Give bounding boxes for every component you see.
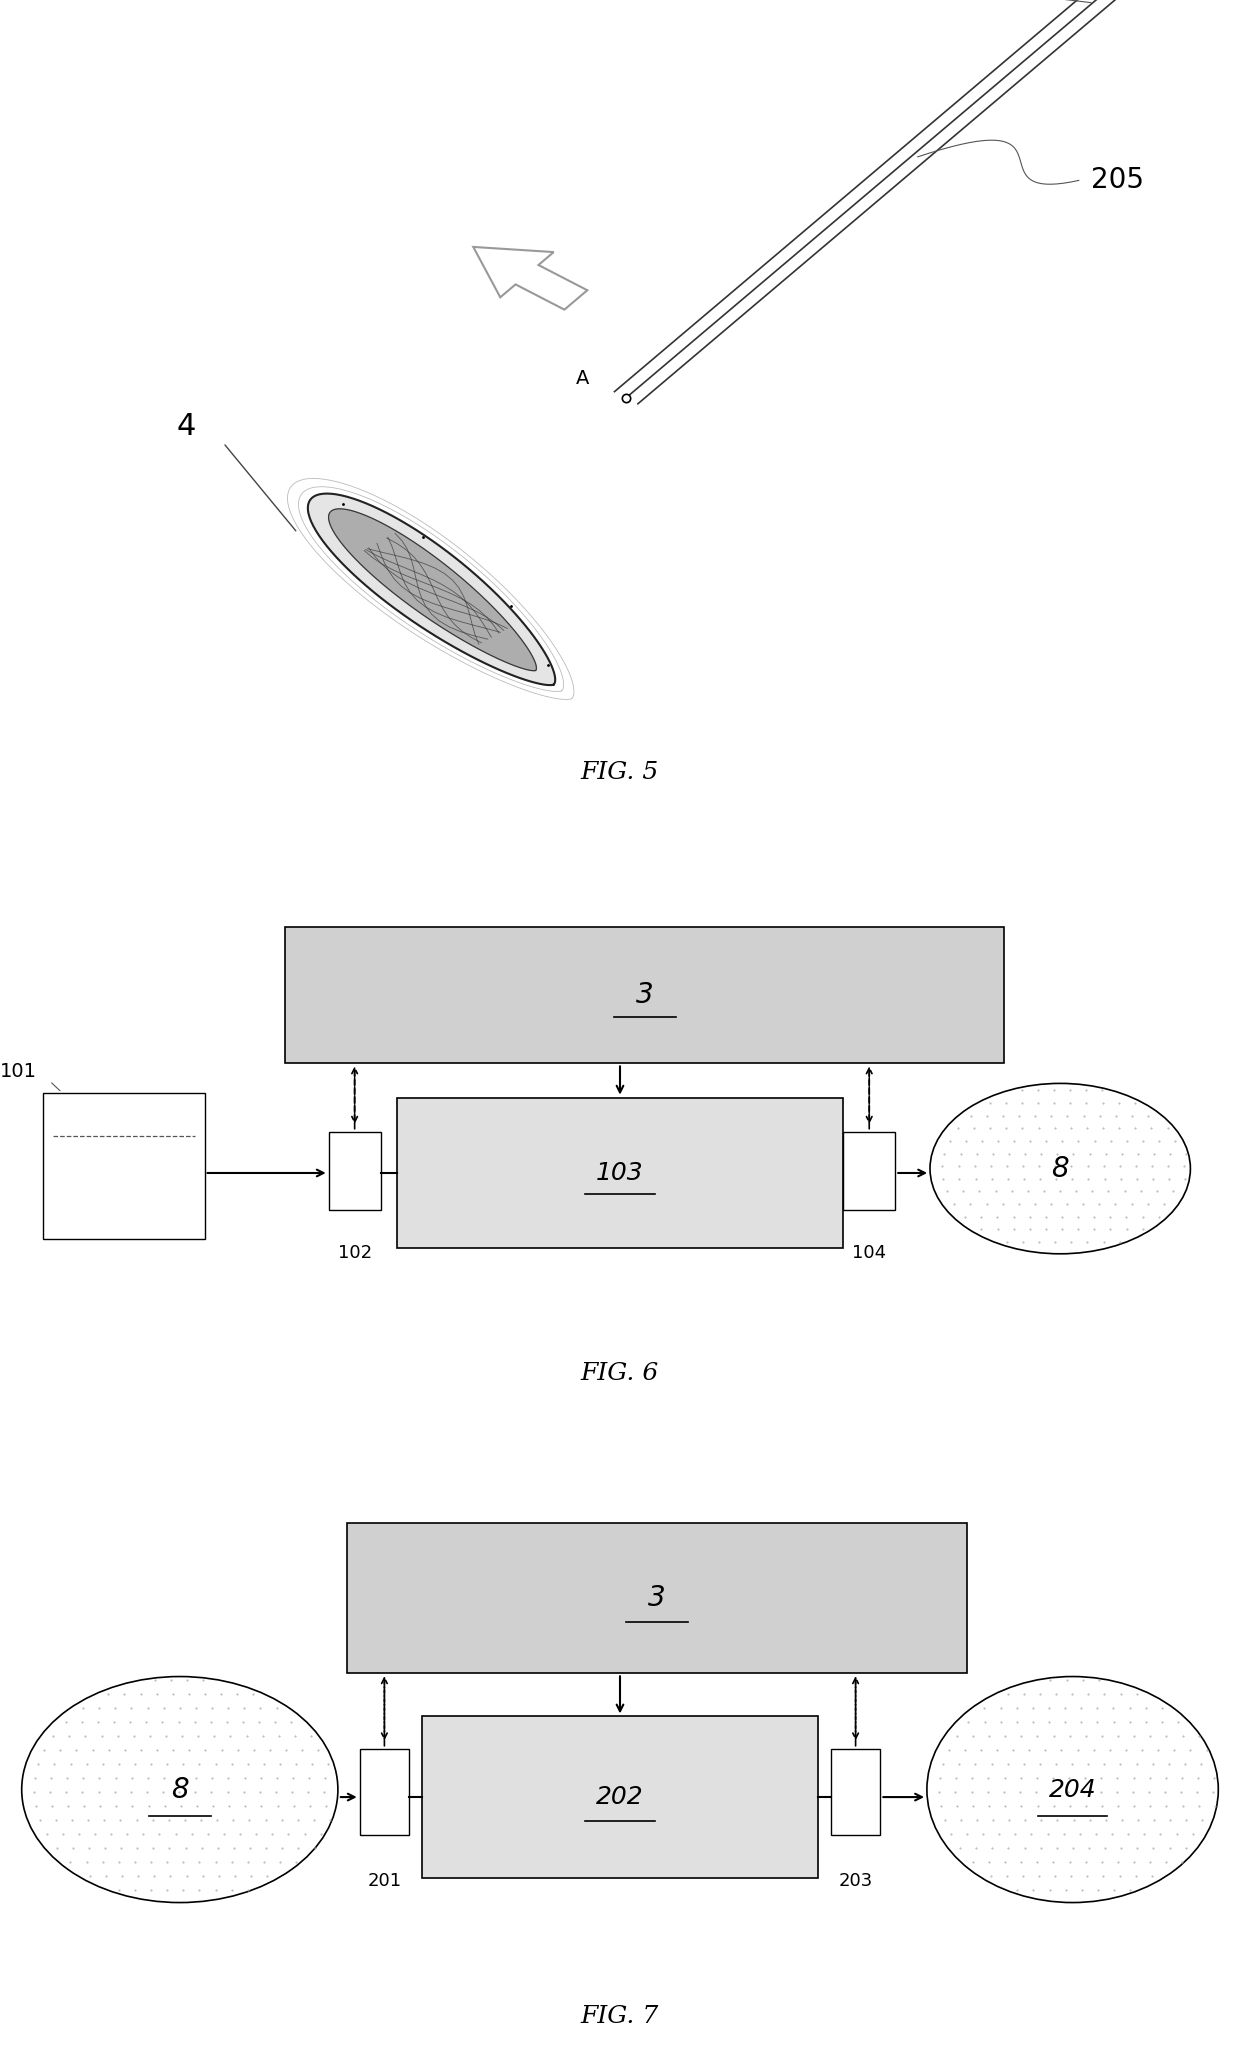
Polygon shape: [308, 494, 556, 685]
Text: 3: 3: [649, 1585, 666, 1611]
FancyBboxPatch shape: [397, 1097, 843, 1248]
Text: 202: 202: [596, 1786, 644, 1808]
FancyBboxPatch shape: [43, 1093, 205, 1238]
FancyBboxPatch shape: [843, 1132, 895, 1210]
Text: FIG. 7: FIG. 7: [580, 2005, 660, 2027]
Text: 201: 201: [367, 1872, 402, 1890]
Text: 8: 8: [171, 1775, 188, 1804]
Text: 3: 3: [636, 982, 653, 1009]
Text: FIG. 5: FIG. 5: [580, 761, 660, 783]
FancyBboxPatch shape: [347, 1523, 967, 1673]
Text: A: A: [577, 369, 589, 387]
Text: 205: 205: [1091, 166, 1145, 195]
Text: 8: 8: [1052, 1154, 1069, 1183]
Text: 103: 103: [596, 1160, 644, 1185]
FancyBboxPatch shape: [422, 1716, 818, 1878]
FancyBboxPatch shape: [831, 1749, 880, 1835]
FancyBboxPatch shape: [285, 927, 1004, 1064]
FancyBboxPatch shape: [360, 1749, 409, 1835]
Text: 102: 102: [337, 1244, 372, 1261]
Text: FIG. 6: FIG. 6: [580, 1361, 660, 1386]
Text: 101: 101: [0, 1062, 37, 1080]
Text: 204: 204: [1049, 1777, 1096, 1802]
Text: 4: 4: [176, 412, 196, 441]
FancyBboxPatch shape: [329, 1132, 381, 1210]
Text: 104: 104: [852, 1244, 887, 1261]
Text: 203: 203: [838, 1872, 873, 1890]
Polygon shape: [329, 508, 537, 670]
